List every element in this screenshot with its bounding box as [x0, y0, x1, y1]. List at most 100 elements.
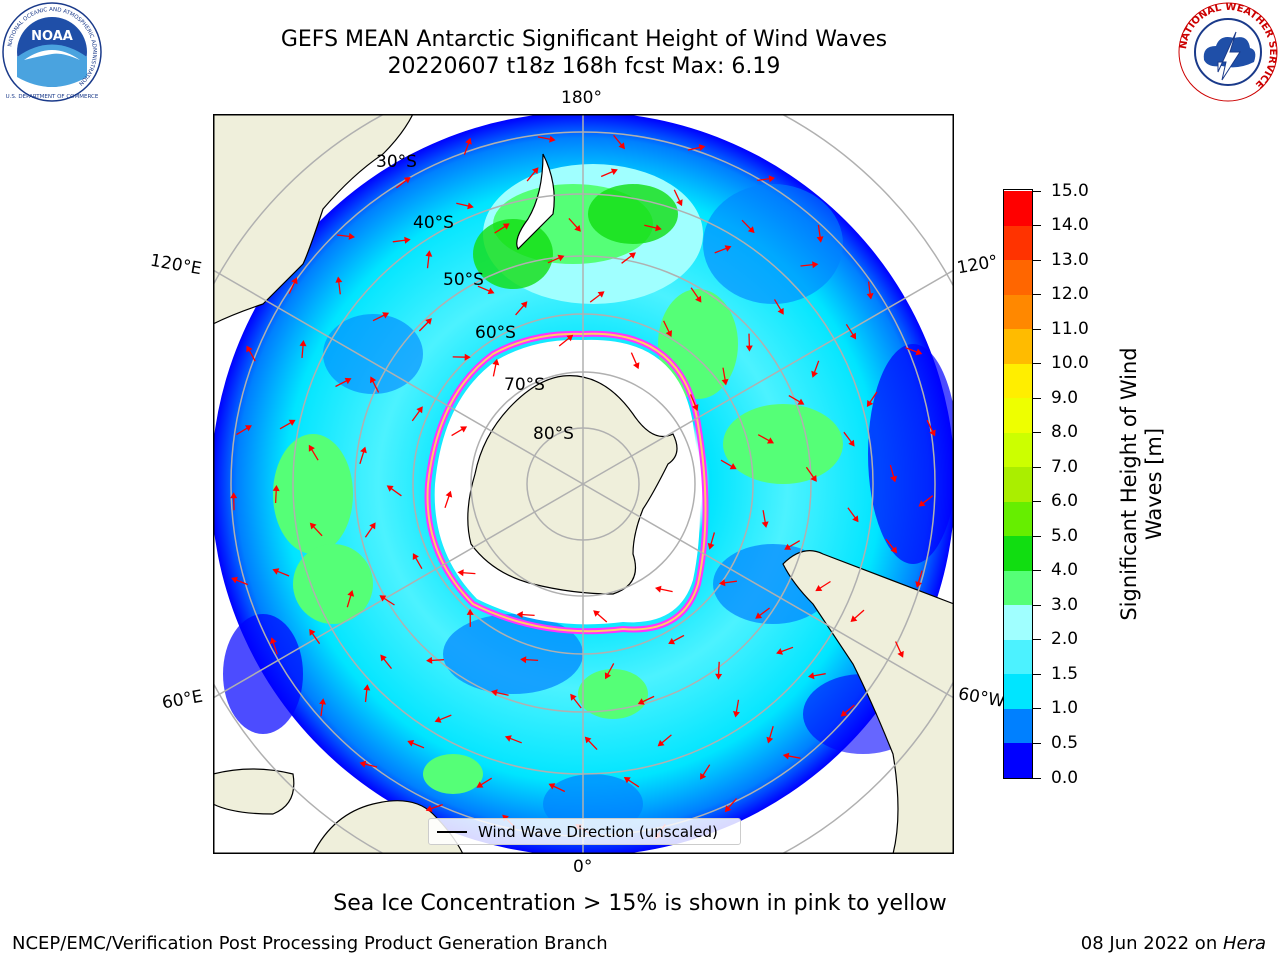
wave-direction-arrow: [905, 347, 919, 354]
wave-direction-arrowhead: [270, 637, 277, 645]
wave-direction-arrowhead: [715, 673, 723, 680]
wave-direction-arrow: [641, 695, 655, 703]
wave-direction-arrow: [845, 323, 855, 337]
wave-direction-arrowhead: [610, 168, 618, 175]
wave-direction-arrow: [847, 507, 857, 520]
wave-direction-arrowhead: [272, 568, 280, 575]
wave-direction-arrowhead: [812, 261, 819, 269]
lat-label-30s: 30°S: [376, 152, 417, 172]
wave-direction-arrow: [247, 348, 256, 362]
wave-direction-arrow: [805, 466, 816, 480]
wave-direction-arrowhead: [299, 340, 307, 347]
noaa-logo: NOAA NATIONAL OCEANIC AND ATMOSPHERIC AD…: [2, 2, 102, 102]
wave-direction-arrowhead: [915, 348, 923, 356]
wave-direction-arrow: [709, 532, 716, 546]
chart-title: GEFS MEAN Antarctic Significant Height o…: [280, 27, 888, 52]
wave-direction-arrowhead: [404, 236, 411, 244]
wave-direction-arrowhead: [291, 277, 298, 285]
wave-direction-arrowhead: [348, 232, 355, 240]
colorbar-title-line2: Waves [m]: [1142, 427, 1166, 541]
wave-direction-arrowhead: [557, 254, 565, 262]
wave-direction-arrowhead: [460, 426, 468, 433]
lat-label-70s: 70°S: [504, 375, 545, 395]
wave-direction-arrowhead: [230, 492, 238, 499]
wave-direction-arrow: [722, 367, 727, 382]
colorbar-tick: [1033, 673, 1041, 675]
wave-direction-arrowhead: [363, 684, 371, 691]
wave-direction-arrow: [787, 540, 801, 549]
legend-label: Wind Wave Direction (unscaled): [478, 823, 718, 841]
wave-direction-arrow: [494, 225, 507, 234]
wave-direction-arrow: [735, 699, 740, 714]
wave-direction-arrowhead: [380, 654, 387, 662]
wave-direction-arrowhead: [491, 689, 498, 697]
wave-direction-arrowhead: [288, 419, 296, 426]
wave-direction-arrowhead: [425, 805, 433, 812]
lon-label-180: 180°: [561, 88, 602, 108]
wave-direction-arrow: [335, 379, 349, 388]
wave-direction-arrowhead: [929, 429, 936, 437]
wave-direction-arrow: [853, 609, 865, 620]
wave-direction-arrowhead: [707, 542, 715, 550]
colorbar-tick-label: 9.0: [1051, 387, 1079, 408]
wave-direction-arrow: [363, 763, 378, 768]
wave-direction-arrow: [758, 607, 770, 617]
wave-direction-arrow: [444, 494, 451, 509]
wave-direction-arrow: [621, 254, 634, 264]
wave-direction-arrowhead: [246, 345, 253, 353]
colorbar-tick-label: 7.0: [1051, 456, 1079, 477]
colorbar-tick-label: 15.0: [1051, 180, 1089, 201]
australia: [213, 114, 414, 325]
colorbar-segment: [1004, 570, 1032, 606]
colorbar-segment: [1004, 639, 1032, 675]
lat-label-80s: 80°S: [533, 424, 574, 444]
wave-direction-arrowhead: [890, 546, 898, 554]
colorbar-tick-label: 0.5: [1051, 732, 1079, 753]
wave-direction-arrowhead: [520, 656, 527, 664]
noaa-logo-name: NOAA: [31, 29, 73, 44]
wave-direction-arrowhead: [403, 177, 411, 184]
wave-direction-arrow: [396, 178, 408, 189]
wave-direction-arrowhead: [849, 332, 857, 340]
wave-direction-arrowhead: [584, 736, 592, 744]
map-frame: [213, 114, 954, 854]
colorbar-segment: [1004, 190, 1032, 226]
colorbar-title: Significant Height of Wind Waves [m]: [1117, 284, 1167, 684]
wave-direction-arrow: [868, 391, 878, 404]
wave-direction-arrowhead: [724, 245, 732, 252]
wave-direction-arrow: [429, 803, 443, 810]
wave-direction-arrow: [288, 280, 296, 294]
wave-direction-arrowhead: [848, 439, 855, 447]
wave-direction-arrowhead: [487, 287, 495, 295]
colorbar-tick: [1033, 328, 1041, 330]
colorbar-segment: [1004, 397, 1032, 433]
wave-direction-arrowhead: [416, 406, 423, 414]
colorbar-segment: [1004, 535, 1032, 571]
wave-direction-arrowhead: [745, 345, 753, 352]
wave-direction-arrow: [359, 450, 365, 464]
colorbar-tick-label: 5.0: [1051, 525, 1079, 546]
wave-direction-arrow: [414, 556, 423, 570]
colorbar-tick: [1033, 432, 1041, 434]
lon-label-60e: 60°E: [160, 686, 205, 714]
wave-direction-arrowhead: [768, 175, 775, 183]
map-legend: Wind Wave Direction (unscaled): [428, 818, 741, 845]
wave-direction-arrowhead: [698, 144, 706, 151]
wave-direction-arrowhead: [890, 475, 897, 483]
wave-direction-arrowhead: [465, 137, 472, 145]
wave-direction-arrow: [274, 488, 277, 504]
wave-direction-arrow: [687, 146, 702, 151]
wave-direction-arrow: [895, 641, 902, 655]
wave-direction-arrowhead: [604, 672, 611, 680]
wave-direction-arrow: [690, 394, 697, 408]
wave-direction-arrow: [926, 419, 934, 434]
wave-direction-arrowhead: [467, 202, 474, 210]
legend-line-sample: [437, 831, 467, 833]
wave-direction-arrowhead: [724, 805, 732, 813]
wave-direction-arrowhead: [466, 608, 474, 615]
colorbar-tick: [1033, 294, 1041, 296]
wave-direction-arrow: [410, 741, 425, 749]
wave-direction-arrowhead: [359, 760, 367, 768]
wave-direction-arrow: [600, 170, 615, 178]
wave-direction-arrowhead: [657, 739, 665, 747]
